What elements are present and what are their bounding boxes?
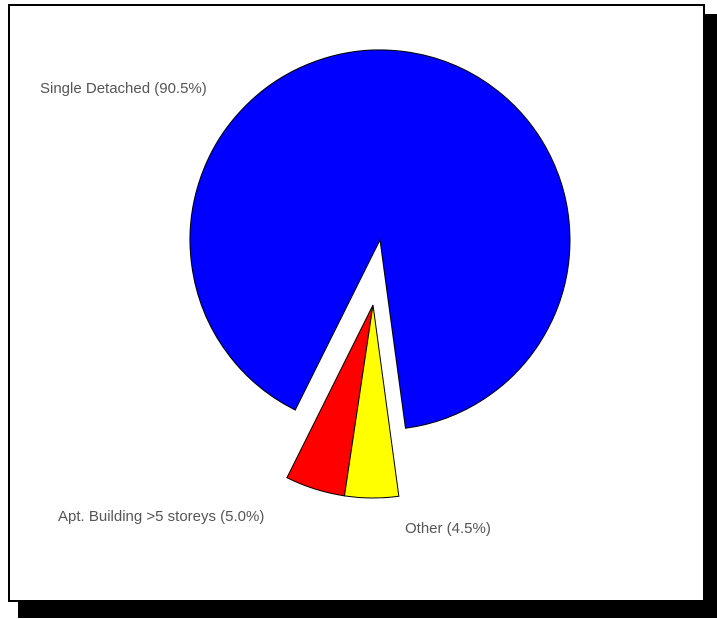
pie-slice-single-detached	[189, 49, 571, 429]
pie-slices	[189, 49, 571, 499]
pie-slice-other	[343, 304, 400, 499]
slice-label-single-detached: Single Detached (90.5%)	[40, 80, 207, 97]
slice-label-apt-building: Apt. Building >5 storeys (5.0%)	[58, 508, 264, 525]
slice-label-other: Other (4.5%)	[405, 520, 491, 537]
